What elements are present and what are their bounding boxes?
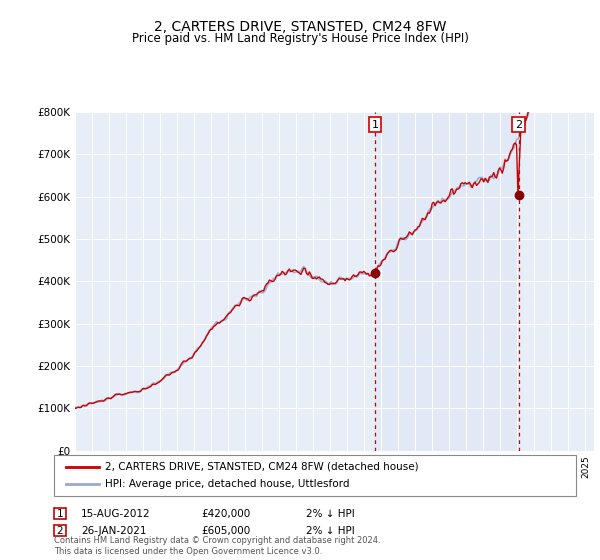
Text: 1: 1 [56,508,64,519]
Text: HPI: Average price, detached house, Uttlesford: HPI: Average price, detached house, Uttl… [105,479,349,489]
Text: Price paid vs. HM Land Registry's House Price Index (HPI): Price paid vs. HM Land Registry's House … [131,32,469,45]
Text: 26-JAN-2021: 26-JAN-2021 [81,526,146,536]
Text: 1: 1 [371,120,379,130]
Text: 2: 2 [56,526,64,536]
Text: 15-AUG-2012: 15-AUG-2012 [81,508,151,519]
Text: Contains HM Land Registry data © Crown copyright and database right 2024.
This d: Contains HM Land Registry data © Crown c… [54,536,380,556]
Text: 2% ↓ HPI: 2% ↓ HPI [306,508,355,519]
Text: £420,000: £420,000 [201,508,250,519]
Text: £605,000: £605,000 [201,526,250,536]
Text: 2, CARTERS DRIVE, STANSTED, CM24 8FW: 2, CARTERS DRIVE, STANSTED, CM24 8FW [154,20,446,34]
Text: 2: 2 [515,120,522,130]
Bar [375,112,518,451]
Text: 2, CARTERS DRIVE, STANSTED, CM24 8FW (detached house): 2, CARTERS DRIVE, STANSTED, CM24 8FW (de… [105,461,419,472]
Text: 2% ↓ HPI: 2% ↓ HPI [306,526,355,536]
